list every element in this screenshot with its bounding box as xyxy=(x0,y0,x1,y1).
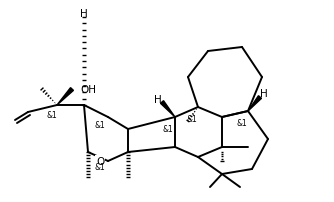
Text: H: H xyxy=(260,88,268,99)
Text: H: H xyxy=(154,95,162,104)
Text: &1: &1 xyxy=(95,163,105,172)
Text: &1: &1 xyxy=(95,121,105,130)
Text: H: H xyxy=(80,9,88,19)
Text: O: O xyxy=(96,156,104,166)
Text: &1: &1 xyxy=(187,115,197,124)
Polygon shape xyxy=(248,96,262,112)
Text: &1: &1 xyxy=(47,111,57,120)
Text: &1: &1 xyxy=(236,119,247,128)
Text: &1: &1 xyxy=(163,125,173,134)
Polygon shape xyxy=(57,88,73,105)
Polygon shape xyxy=(161,101,175,117)
Text: OH: OH xyxy=(80,85,96,95)
